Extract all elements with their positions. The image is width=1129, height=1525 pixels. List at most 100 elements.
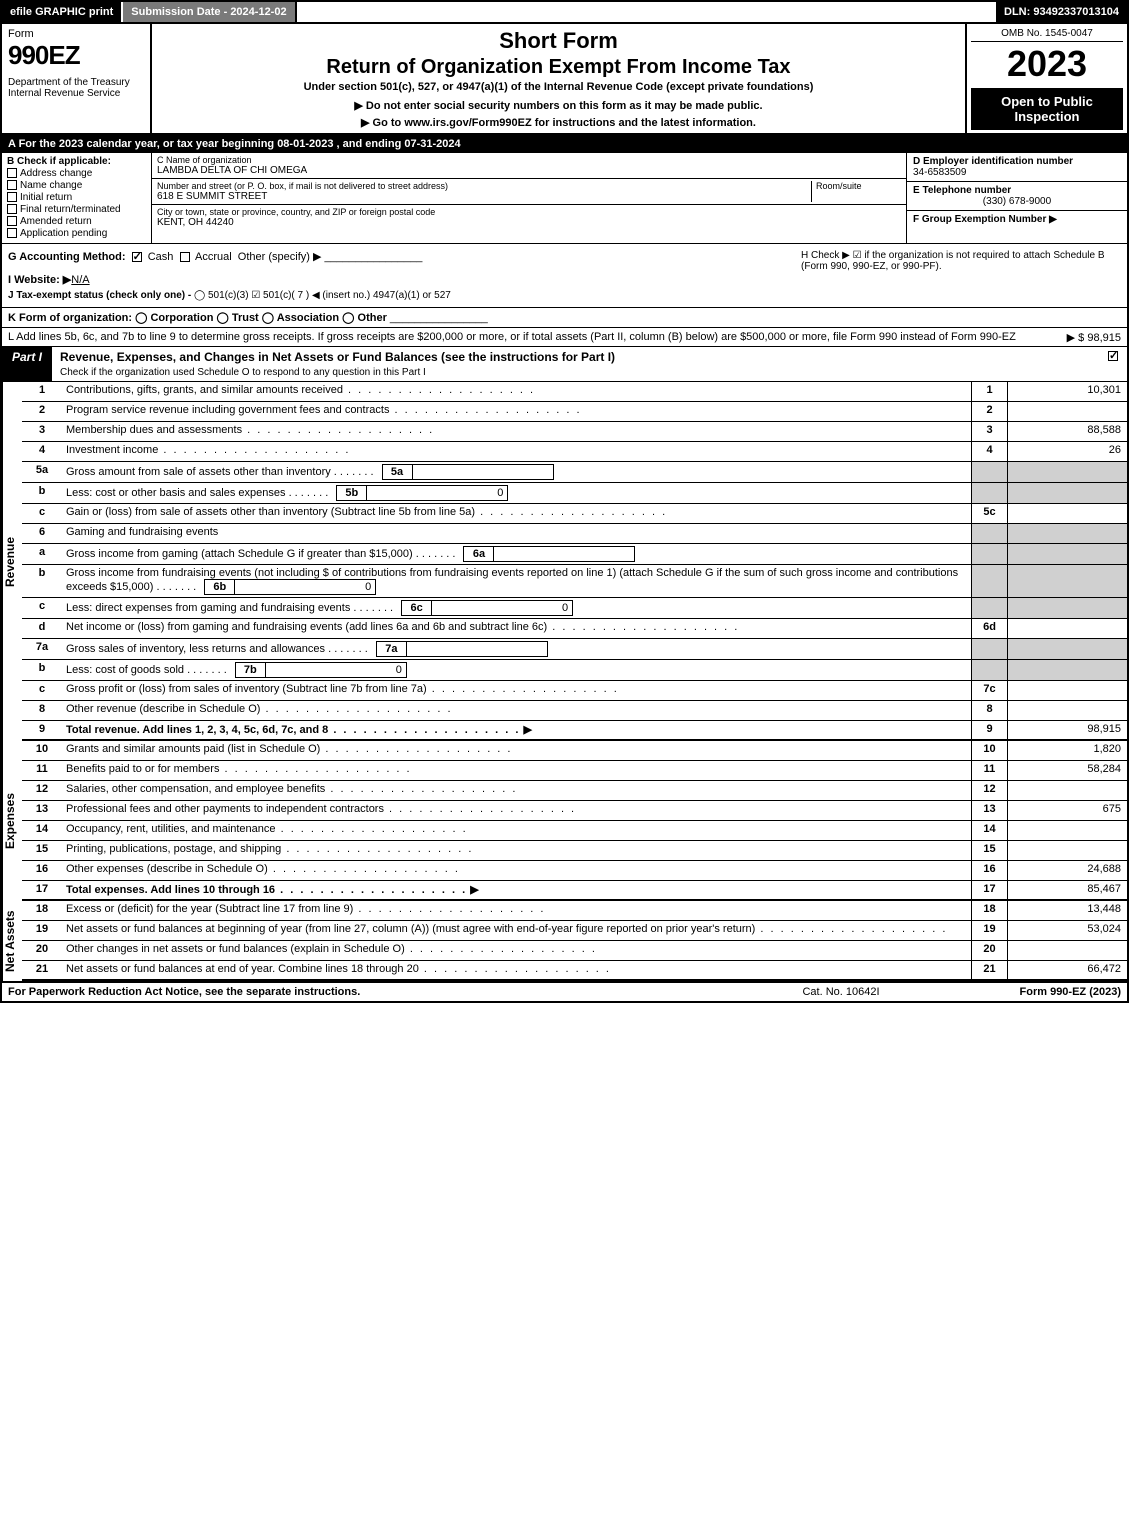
line-number: 20 <box>22 941 62 960</box>
room-label: Room/suite <box>816 181 901 191</box>
chk-name-change[interactable]: Name change <box>7 180 146 191</box>
line-amount: 675 <box>1007 801 1127 820</box>
part1-label: Part I <box>2 347 52 381</box>
org-name-label: C Name of organization <box>157 155 901 165</box>
line-description: Other revenue (describe in Schedule O) <box>62 701 971 720</box>
ein-row: D Employer identification number 34-6583… <box>907 153 1127 182</box>
line-description: Less: direct expenses from gaming and fu… <box>62 598 971 618</box>
part1-title: Revenue, Expenses, and Changes in Net As… <box>52 347 1102 381</box>
city-label: City or town, state or province, country… <box>157 207 901 217</box>
line-description: Total revenue. Add lines 1, 2, 3, 4, 5c,… <box>62 721 971 739</box>
line-number: 21 <box>22 961 62 979</box>
line-description: Investment income <box>62 442 971 461</box>
part1-check[interactable] <box>1102 347 1127 381</box>
chk-app-pending[interactable]: Application pending <box>7 228 146 239</box>
org-name-row: C Name of organization LAMBDA DELTA OF C… <box>152 153 906 179</box>
table-row: 5aGross amount from sale of assets other… <box>22 462 1127 483</box>
line-l: L Add lines 5b, 6c, and 7b to line 9 to … <box>0 328 1129 347</box>
phone-value: (330) 678-9000 <box>913 196 1121 207</box>
line-amount: 58,284 <box>1007 761 1127 780</box>
line-box-label: 3 <box>971 422 1007 441</box>
table-row: 9Total revenue. Add lines 1, 2, 3, 4, 5c… <box>22 721 1127 741</box>
line-box-label <box>971 660 1007 680</box>
footer-mid: Cat. No. 10642I <box>741 986 941 998</box>
chk-initial-return[interactable]: Initial return <box>7 192 146 203</box>
inner-amount-box: 6c0 <box>401 600 573 616</box>
line-amount: 53,024 <box>1007 921 1127 940</box>
dept-label: Department of the Treasury Internal Reve… <box>8 77 144 99</box>
line-number: a <box>22 544 62 564</box>
table-row: 3Membership dues and assessments388,588 <box>22 422 1127 442</box>
line-amount <box>1007 524 1127 543</box>
table-row: 1Contributions, gifts, grants, and simil… <box>22 382 1127 402</box>
line-k: K Form of organization: ◯ Corporation ◯ … <box>0 308 1129 328</box>
line-amount: 66,472 <box>1007 961 1127 979</box>
accounting-method: G Accounting Method: Cash Accrual Other … <box>8 250 801 263</box>
line-description: Net assets or fund balances at end of ye… <box>62 961 971 979</box>
netassets-table: Net Assets 18Excess or (deficit) for the… <box>0 901 1129 983</box>
chk-amended[interactable]: Amended return <box>7 216 146 227</box>
line-number: c <box>22 681 62 700</box>
chk-final-return[interactable]: Final return/terminated <box>7 204 146 215</box>
subtitle: Under section 501(c), 527, or 4947(a)(1)… <box>162 81 955 93</box>
topbar-spacer <box>297 2 996 22</box>
line-number: 13 <box>22 801 62 820</box>
table-row: 16Other expenses (describe in Schedule O… <box>22 861 1127 881</box>
line-box-label: 21 <box>971 961 1007 979</box>
inner-amount-box: 5a <box>382 464 554 480</box>
notice-ssn: ▶ Do not enter social security numbers o… <box>162 99 955 112</box>
phone-row: E Telephone number (330) 678-9000 <box>907 182 1127 211</box>
line-a: A For the 2023 calendar year, or tax yea… <box>0 135 1129 153</box>
form-number: 990EZ <box>8 40 144 71</box>
form-label: Form <box>8 28 34 40</box>
inner-amount-box: 5b0 <box>336 485 508 501</box>
line-description: Less: cost or other basis and sales expe… <box>62 483 971 503</box>
expenses-side-label: Expenses <box>2 741 22 901</box>
table-row: 11Benefits paid to or for members1158,28… <box>22 761 1127 781</box>
line-description: Gross sales of inventory, less returns a… <box>62 639 971 659</box>
section-bcdef: B Check if applicable: Address change Na… <box>0 153 1129 244</box>
addr-label: Number and street (or P. O. box, if mail… <box>157 181 811 191</box>
line-box-label: 20 <box>971 941 1007 960</box>
line-box-label: 15 <box>971 841 1007 860</box>
line-amount <box>1007 619 1127 638</box>
line-amount: 13,448 <box>1007 901 1127 920</box>
city-value: KENT, OH 44240 <box>157 217 901 228</box>
line-description: Net income or (loss) from gaming and fun… <box>62 619 971 638</box>
table-row: 8Other revenue (describe in Schedule O)8 <box>22 701 1127 721</box>
line-amount <box>1007 660 1127 680</box>
line-description: Gross profit or (loss) from sales of inv… <box>62 681 971 700</box>
line-box-label: 18 <box>971 901 1007 920</box>
table-row: aGross income from gaming (attach Schedu… <box>22 544 1127 565</box>
line-box-label <box>971 462 1007 482</box>
line-amount: 1,820 <box>1007 741 1127 760</box>
line-box-label: 10 <box>971 741 1007 760</box>
line-number: b <box>22 483 62 503</box>
chk-address-change[interactable]: Address change <box>7 168 146 179</box>
chk-cash[interactable] <box>132 252 142 262</box>
line-amount: 98,915 <box>1007 721 1127 739</box>
expenses-table: Expenses 10Grants and similar amounts pa… <box>0 741 1129 901</box>
line-number: 5a <box>22 462 62 482</box>
inner-amount-box: 6a <box>463 546 635 562</box>
line-box-label: 14 <box>971 821 1007 840</box>
phone-label: E Telephone number <box>913 185 1121 196</box>
line-box-label: 2 <box>971 402 1007 421</box>
title-short: Short Form <box>162 28 955 54</box>
line-amount: 26 <box>1007 442 1127 461</box>
efile-print-button[interactable]: efile GRAPHIC print <box>2 2 123 22</box>
g-side: G Accounting Method: Cash Accrual Other … <box>8 250 801 301</box>
header-left: Form 990EZ Department of the Treasury In… <box>2 24 152 133</box>
table-row: 21Net assets or fund balances at end of … <box>22 961 1127 981</box>
line-amount <box>1007 681 1127 700</box>
table-row: cLess: direct expenses from gaming and f… <box>22 598 1127 619</box>
line-box-label: 19 <box>971 921 1007 940</box>
line-box-label <box>971 565 1007 597</box>
chk-accrual[interactable] <box>180 252 190 262</box>
line-description: Excess or (deficit) for the year (Subtra… <box>62 901 971 920</box>
line-description: Other changes in net assets or fund bala… <box>62 941 971 960</box>
line-amount <box>1007 565 1127 597</box>
line-box-label: 13 <box>971 801 1007 820</box>
line-description: Total expenses. Add lines 10 through 16 … <box>62 881 971 899</box>
line-number: 2 <box>22 402 62 421</box>
